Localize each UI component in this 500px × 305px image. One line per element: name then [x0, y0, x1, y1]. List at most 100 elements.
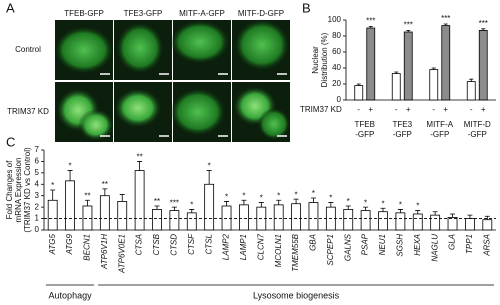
significance: ** [136, 153, 142, 162]
error-bar [293, 198, 299, 204]
bar [403, 31, 413, 101]
x-tick-label: TMEM55B [291, 233, 300, 271]
error-bar [380, 207, 386, 212]
x-tick-label: -GFP [393, 130, 412, 139]
y-tick-label: 5 [35, 168, 40, 177]
x-tick-label: CTSD [169, 234, 178, 256]
error-bar [189, 209, 195, 213]
bar [354, 85, 364, 101]
cell [234, 19, 290, 71]
row-sign: + [443, 105, 448, 114]
bar [378, 211, 388, 231]
cell [78, 109, 114, 141]
bar [429, 69, 439, 101]
row-label: Control [15, 45, 41, 54]
bar [169, 210, 180, 231]
x-tick-label: LAMP1 [239, 234, 248, 260]
error-bar [258, 202, 264, 208]
x-tick-label: ATP6V1H [100, 234, 109, 270]
bar [360, 210, 371, 231]
bar [391, 73, 401, 101]
legend-label: - [357, 105, 360, 114]
row-sign: + [406, 105, 411, 114]
x-tick-label: -GFP [355, 130, 374, 139]
significance: * [295, 190, 298, 199]
row-label: TRIM37 KD [7, 107, 49, 116]
y-axis-title: Nuclear [311, 46, 320, 74]
significance: * [190, 201, 193, 210]
x-tick-label: BECN1 [83, 234, 92, 261]
error-bar [102, 188, 108, 196]
bar [478, 29, 488, 101]
y-tick-label: 40 [332, 63, 341, 72]
cell [170, 20, 230, 64]
cell [54, 26, 114, 74]
x-tick-label: CTSL [204, 234, 213, 254]
bar [466, 81, 476, 101]
row-sign: + [481, 105, 486, 114]
bar [366, 27, 376, 101]
bar [47, 199, 58, 231]
error-bar [368, 26, 373, 28]
bar [343, 209, 354, 231]
error-bar [406, 30, 411, 32]
bar [308, 202, 319, 231]
error-bar [356, 83, 361, 86]
group-label: Autophagy [49, 290, 93, 300]
column-label: MITF-D-GFP [238, 9, 284, 18]
x-tick-label: GALNS [343, 233, 352, 261]
error-bar [432, 211, 438, 216]
x-tick-label: -GFP [468, 130, 487, 139]
micrographs [54, 19, 290, 142]
y-tick-label: 100 [328, 15, 342, 24]
cell [258, 108, 290, 140]
error-bar [50, 189, 56, 201]
bar [134, 170, 145, 231]
x-tick-label: PSAP [361, 233, 370, 255]
error-bar [397, 209, 403, 213]
x-tick-label: -GFP [430, 130, 449, 139]
error-bar [206, 170, 212, 185]
bar [152, 209, 162, 231]
x-tick-label: NEU1 [378, 234, 387, 255]
bar [291, 203, 301, 231]
bar [395, 212, 406, 231]
error-bar [224, 201, 230, 206]
row-label: TRIM37 KD [300, 105, 342, 114]
significance: *** [479, 19, 488, 28]
x-tick-label: ARSA [482, 234, 491, 257]
y-tick-label: 3 [35, 191, 40, 200]
error-bar [363, 206, 369, 211]
x-tick-label: SGSH [395, 234, 404, 257]
error-bar [467, 214, 473, 219]
row-sign: - [395, 105, 398, 114]
significance: * [69, 162, 72, 171]
bar [82, 205, 93, 231]
error-bar [171, 206, 177, 211]
bar [204, 183, 215, 231]
row-sign: - [470, 105, 473, 114]
x-tick-label: MCOLN1 [274, 234, 283, 267]
y-tick-label: 60 [332, 47, 341, 56]
significance: * [416, 202, 419, 211]
legend-label: + [368, 105, 373, 114]
column-label: TFE3-GFP [124, 9, 163, 18]
error-bar [67, 170, 73, 181]
panel-label: B [302, 0, 311, 15]
panel-label: C [6, 134, 15, 149]
y-tick-label: 2 [35, 202, 40, 211]
significance: * [208, 162, 211, 171]
x-tick-label: LAMP2 [222, 233, 231, 260]
x-tick-label: CTSB [152, 233, 161, 255]
y-tick-label: 20 [332, 79, 341, 88]
y-tick-label: 4 [35, 179, 40, 188]
error-bar [481, 28, 486, 31]
significance: * [225, 193, 228, 202]
significance: * [277, 191, 280, 200]
x-tick-label: CTSF [187, 233, 196, 255]
row-sign: - [432, 105, 435, 114]
y-tick-label: 1 [35, 214, 40, 223]
significance: * [347, 197, 350, 206]
error-bar [84, 199, 90, 206]
